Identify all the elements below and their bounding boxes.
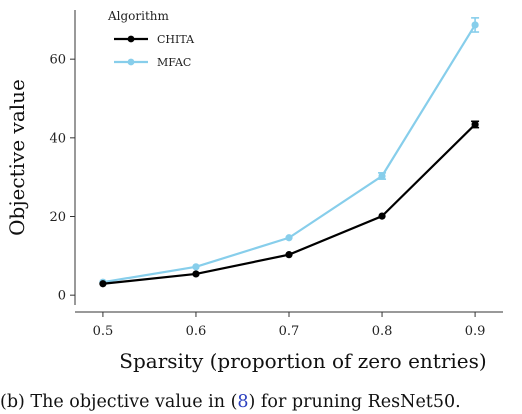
caption-suffix: ) for pruning ResNet50. — [248, 392, 461, 412]
x-tick-label: 0.5 — [93, 324, 114, 339]
mfac-point — [192, 263, 200, 271]
chita-point — [99, 280, 107, 288]
chita-point — [192, 270, 200, 278]
chita-point — [285, 251, 293, 259]
figure-caption: (b) The objective value in (8) for pruni… — [0, 390, 522, 414]
x-tick-label: 0.8 — [372, 324, 393, 339]
legend-chita-label: CHITA — [157, 33, 195, 46]
y-axis-label: Objective value — [5, 79, 29, 236]
legend-mfac-label: MFAC — [157, 56, 191, 69]
chita-point — [471, 120, 479, 129]
legend-mfac-marker — [127, 58, 135, 66]
x-tick-label: 0.6 — [186, 324, 207, 339]
y-tick-label: 40 — [49, 131, 66, 146]
equation-reference-link[interactable]: 8 — [237, 392, 249, 412]
chita-line — [102, 123, 476, 285]
y-tick-label: 20 — [49, 210, 66, 225]
x-tick-label: 0.9 — [465, 324, 486, 339]
x-tick-label: 0.7 — [279, 324, 300, 339]
legend: Algorithm CHITA MFAC — [107, 9, 195, 69]
y-tick-label: 60 — [49, 53, 66, 68]
y-tick-label: 0 — [58, 289, 66, 304]
legend-chita-marker — [127, 35, 135, 43]
mfac-point — [285, 234, 293, 242]
series-chita — [99, 120, 480, 288]
mfac-point — [471, 21, 479, 29]
legend-title: Algorithm — [107, 9, 170, 23]
chita-point — [378, 212, 386, 220]
caption-prefix: (b) The objective value in ( — [0, 392, 238, 412]
x-axis-label: Sparsity (proportion of zero entries) — [119, 349, 486, 373]
y-ticks: 0 20 40 60 — [49, 53, 75, 304]
x-ticks: 0.5 0.6 0.7 0.8 0.9 — [93, 312, 486, 339]
series-group — [99, 17, 480, 288]
mfac-point — [378, 172, 386, 180]
